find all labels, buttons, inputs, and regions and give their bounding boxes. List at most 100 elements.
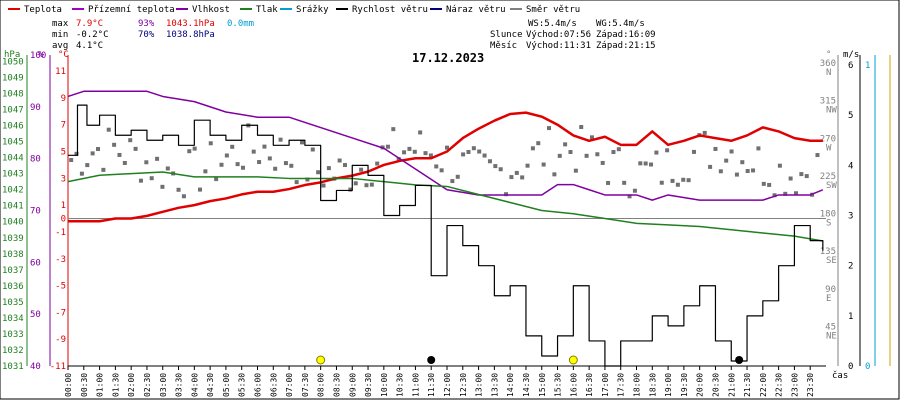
stats-block: max 7.9°C 93% 1043.1hPa 0.0mm min -0.2°C… [52, 19, 254, 51]
tick-temp--5: -5 [55, 282, 66, 292]
tick-hpa-1048: 1048 [2, 89, 24, 99]
x-tick-label: 14:00 [506, 373, 515, 397]
tick-hpa-1031: 1031 [2, 362, 24, 372]
tick-pct-60: 60 [30, 258, 41, 268]
wind-direction-point [547, 126, 552, 131]
wind-direction-point [815, 153, 820, 158]
series-lines [67, 90, 824, 367]
x-tick-label: 00:00 [64, 373, 73, 397]
axis-unit-dir: ° [826, 50, 831, 60]
wind-direction-point [445, 145, 449, 150]
tick-hpa-1037: 1037 [2, 266, 24, 276]
tick-hpa-1036: 1036 [2, 282, 24, 292]
stat-max-temp: 7.9°C [76, 19, 103, 29]
wind-direction-point [482, 153, 487, 158]
wind-direction-point [654, 150, 659, 155]
moon-icon [735, 356, 744, 364]
wind-direction-point [85, 163, 90, 168]
tick-wind-3: 3 [848, 212, 853, 222]
tick-pct-50: 50 [30, 310, 41, 320]
wind-direction-point [659, 180, 664, 185]
wind-direction-point [675, 182, 680, 187]
tick-wind-1: 1 [848, 312, 853, 322]
tick-hpa-1035: 1035 [2, 298, 24, 308]
wind-direction-point [638, 161, 643, 166]
wind-direction-point [734, 172, 739, 177]
tick-hpa-1033: 1033 [2, 330, 24, 340]
legend-label-tlak: Tlak [256, 5, 278, 15]
x-tick-label: 13:00 [475, 373, 484, 397]
wind-direction-point [622, 180, 627, 185]
x-tick-label: 20:00 [696, 373, 705, 397]
wind-direction-point [224, 153, 229, 158]
stat-avg-label: avg [52, 41, 68, 51]
wind-direction-point [101, 167, 106, 172]
legend-label-rychlost: Rychlost větru [352, 5, 428, 15]
x-tick-label: 19:00 [664, 373, 673, 397]
tick-temp-7: 7 [61, 121, 66, 131]
tick-rain-1: 1 [865, 61, 870, 71]
tick-dir-label-E: E [826, 294, 831, 304]
tick-dir-label-SW: SW [826, 181, 837, 191]
series-vlhkost [67, 90, 824, 201]
series-rychlost-v-tru [68, 104, 824, 367]
tick-wind-6: 6 [848, 61, 853, 71]
x-tick-label: 22:00 [759, 373, 768, 397]
x-tick-label: 06:30 [269, 373, 278, 397]
tick-hpa-1039: 1039 [2, 234, 24, 244]
wind-direction-point [214, 177, 219, 182]
wind-direction-point [128, 138, 133, 143]
x-tick-label: 18:00 [633, 373, 642, 397]
tick-dir-45: 45 [825, 322, 836, 332]
wind-direction-point [74, 151, 79, 156]
x-tick-label: 02:00 [127, 373, 136, 397]
x-tick-label: 21:30 [743, 373, 752, 397]
info-sun-label: Slunce [490, 30, 523, 40]
wind-direction-point [568, 150, 573, 155]
x-tick-label: 08:30 [332, 373, 341, 397]
wind-direction-point [337, 158, 342, 163]
info-sunrise: Východ:07:56 [526, 30, 591, 40]
wind-direction-point [342, 163, 347, 168]
tick-dir-225: 225 [820, 172, 836, 182]
axis-unit-temp: °C [58, 50, 69, 60]
wind-direction-point [96, 147, 101, 152]
x-tick-label: 17:00 [601, 373, 610, 397]
wind-direction-point [589, 135, 594, 140]
wind-direction-point [165, 166, 170, 171]
wind-direction-point [761, 181, 766, 186]
wind-direction-point [283, 161, 288, 166]
wind-direction-point [278, 137, 283, 142]
wind-direction-point [804, 174, 809, 179]
tick-temp--1: -1 [55, 228, 66, 238]
wind-direction-point [198, 187, 203, 192]
wind-direction-point [144, 160, 149, 165]
tick-temp-0: 0 [61, 215, 66, 225]
wind-direction-point [326, 166, 331, 171]
wind-direction-point [407, 146, 412, 151]
wind-direction-point [793, 191, 798, 196]
tick-hpa-1049: 1049 [2, 73, 24, 83]
wind-direction-point [267, 156, 272, 161]
wind-direction-point [686, 178, 691, 183]
wind-direction-point [509, 175, 514, 180]
stat-min-label: min [52, 30, 68, 40]
axis-unit-time: čas [832, 370, 848, 381]
axis-unit-wind: m/s [843, 50, 859, 60]
wind-direction-point [751, 168, 756, 173]
wind-direction-point [487, 159, 492, 164]
wind-direction-point [525, 163, 530, 168]
wind-direction-point [353, 181, 358, 186]
stat-min-hum: 70% [138, 30, 155, 40]
wind-direction-point [767, 182, 772, 187]
x-tick-label: 18:30 [648, 373, 657, 397]
tick-wind-2: 2 [848, 262, 853, 272]
x-tick-label: 10:00 [380, 373, 389, 397]
tick-temp-11: 11 [55, 67, 66, 77]
series-tlak [67, 171, 823, 242]
wind-direction-point [573, 168, 578, 173]
legend-label-prizemni: Přízemní teplota [88, 5, 175, 15]
wind-direction-point [289, 163, 294, 168]
tick-rain-0: 0 [865, 362, 870, 372]
